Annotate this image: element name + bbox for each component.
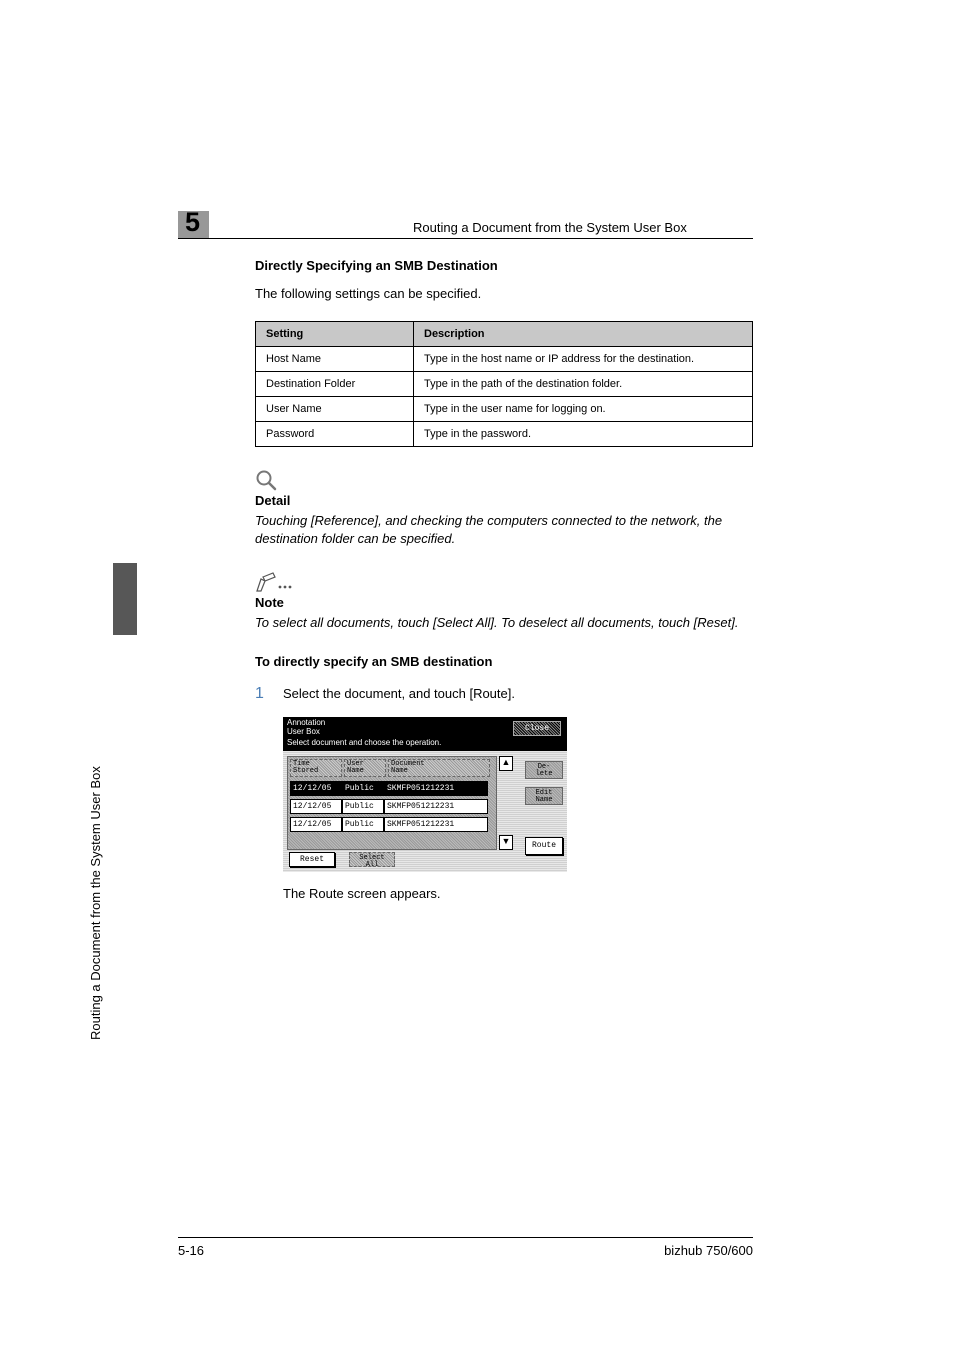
footer-rule <box>178 1237 753 1238</box>
delete-button[interactable]: De-lete <box>525 761 563 779</box>
select-all-button[interactable]: SelectAll <box>349 852 395 867</box>
edit-name-button[interactable]: EditName <box>525 787 563 805</box>
cell-doc: SKMFP051212231 <box>384 781 488 796</box>
footer-page-number: 5-16 <box>178 1243 204 1258</box>
settings-table: Setting Description Host Name Type in th… <box>255 321 753 447</box>
chapter-badge <box>113 563 137 635</box>
detail-text: Touching [Reference], and checking the c… <box>255 512 755 548</box>
scroll-bar: ▲ ▼ <box>499 756 513 850</box>
table-header-setting: Setting <box>256 322 414 347</box>
right-button-group: De-lete EditName Route <box>525 761 563 855</box>
step-number: 1 <box>255 685 283 703</box>
header-rule <box>178 238 753 239</box>
panel-title-l1: Annotation <box>287 718 325 727</box>
list-item[interactable]: 12/12/0523:19 Public SKMFP051212231 <box>290 817 488 832</box>
content-area: Directly Specifying an SMB Destination T… <box>255 258 755 901</box>
cell-description: Type in the password. <box>414 422 753 447</box>
cell-description: Type in the user name for logging on. <box>414 397 753 422</box>
panel-title-l2: User Box <box>287 727 320 736</box>
cell-doc: SKMFP051212231 <box>384 799 488 814</box>
scroll-down-button[interactable]: ▼ <box>499 835 513 850</box>
cell-description: Type in the host name or IP address for … <box>414 347 753 372</box>
footer-product: bizhub 750/600 <box>664 1243 753 1258</box>
panel-title: Annotation User Box <box>287 719 325 737</box>
cell-doc: SKMFP051212231 <box>384 817 488 832</box>
section-intro: The following settings can be specified. <box>255 285 755 303</box>
close-button[interactable]: Close <box>513 721 561 736</box>
table-row: Host Name Type in the host name or IP ad… <box>256 347 753 372</box>
cell-setting: User Name <box>256 397 414 422</box>
running-header: Routing a Document from the System User … <box>413 220 687 235</box>
table-row: Destination Folder Type in the path of t… <box>256 372 753 397</box>
procedure-title: To directly specify an SMB destination <box>255 654 755 669</box>
list-item[interactable]: 12/12/0523:18 Public SKMFP051212231 <box>290 799 488 814</box>
table-row: Password Type in the password. <box>256 422 753 447</box>
magnifier-icon <box>255 469 277 491</box>
scroll-up-button[interactable]: ▲ <box>499 756 513 771</box>
sidebar-title: Routing a Document from the System User … <box>88 766 103 1040</box>
route-button[interactable]: Route <box>525 837 563 855</box>
section-title: Directly Specifying an SMB Destination <box>255 258 755 273</box>
document-list: TimeStored UserName DocumentName 12/12/0… <box>287 756 497 850</box>
col-document: DocumentName <box>388 759 490 777</box>
cell-time: 12/12/0523:18 <box>290 781 342 796</box>
col-user: UserName <box>344 759 386 777</box>
cell-user: Public <box>342 799 384 814</box>
bottom-button-group: Reset SelectAll <box>289 852 395 867</box>
step-1: 1 Select the document, and touch [Route]… <box>255 685 755 703</box>
list-header-row: TimeStored UserName DocumentName <box>290 759 490 777</box>
cell-time: 12/12/0523:19 <box>290 817 342 832</box>
list-item[interactable]: 12/12/0523:18 Public SKMFP051212231 <box>290 781 488 796</box>
panel-body: TimeStored UserName DocumentName 12/12/0… <box>283 751 567 872</box>
step-result: The Route screen appears. <box>283 886 755 901</box>
detail-label: Detail <box>255 493 755 508</box>
cell-description: Type in the path of the destination fold… <box>414 372 753 397</box>
pencil-icon <box>255 571 295 593</box>
chapter-badge-text: Chapter 5 <box>88 575 103 632</box>
cell-user: Public <box>342 817 384 832</box>
note-text: To select all documents, touch [Select A… <box>255 614 755 632</box>
cell-setting: Destination Folder <box>256 372 414 397</box>
col-time[interactable]: TimeStored <box>290 759 342 777</box>
chapter-number: 5 <box>178 207 207 238</box>
step-text: Select the document, and touch [Route]. <box>283 686 515 701</box>
note-label: Note <box>255 595 755 610</box>
panel-screenshot: Annotation User Box Select document and … <box>283 717 567 872</box>
cell-setting: Password <box>256 422 414 447</box>
cell-time: 12/12/0523:18 <box>290 799 342 814</box>
cell-user: Public <box>342 781 384 796</box>
cell-setting: Host Name <box>256 347 414 372</box>
table-row: User Name Type in the user name for logg… <box>256 397 753 422</box>
table-header-description: Description <box>414 322 753 347</box>
spacer <box>525 813 563 829</box>
panel-subtitle: Select document and choose the operation… <box>287 738 441 747</box>
reset-button[interactable]: Reset <box>289 852 335 867</box>
